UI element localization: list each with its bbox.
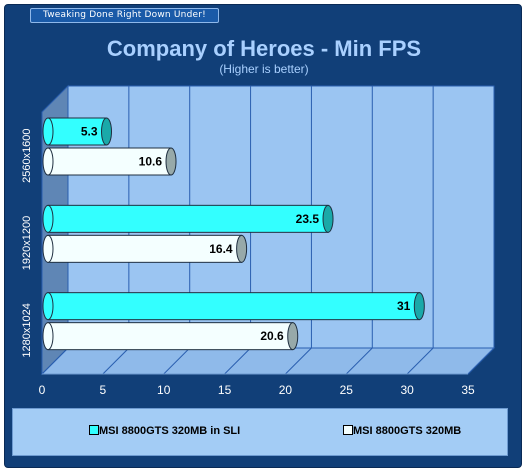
- bar-end-cap: [101, 117, 113, 146]
- y-tick-label: 2560x1600: [21, 128, 33, 182]
- bar-left-cap: [42, 147, 54, 176]
- x-floor-gridline: [41, 347, 69, 375]
- x-tick-label: 5: [100, 383, 107, 397]
- bar-left-cap: [42, 117, 54, 146]
- bar: [47, 322, 294, 351]
- bar-value-label: 16.4: [209, 242, 233, 256]
- chart-subtitle: (Higher is better): [219, 62, 309, 76]
- plot-floor: [40, 347, 496, 375]
- chart-legend: MSI 8800GTS 320MB in SLI MSI 8800GTS 320…: [12, 408, 508, 456]
- x-tick-label: 20: [279, 383, 293, 397]
- bar-end-cap: [165, 147, 177, 176]
- x-floor-gridline: [345, 347, 373, 375]
- bar-end-cap: [413, 292, 425, 321]
- bar-left-cap: [42, 234, 54, 263]
- bar-value-label: 31: [397, 299, 411, 313]
- x-floor-gridline: [406, 347, 434, 375]
- site-tagline: Tweaking Done Right Down Under!: [30, 8, 219, 23]
- x-tick-label: 35: [461, 383, 475, 397]
- bar: [47, 117, 108, 146]
- bar: [47, 292, 420, 321]
- legend-swatch-sli: [89, 425, 99, 435]
- bar: [47, 234, 243, 263]
- bar-value-label: 23.5: [296, 212, 320, 226]
- x-floor-gridline: [163, 347, 191, 375]
- x-floor-gridline: [224, 347, 251, 375]
- bar-value-label: 5.3: [81, 125, 98, 139]
- bar-left-cap: [42, 292, 54, 321]
- x-floor-gridline: [467, 347, 495, 375]
- x-floor-gridline: [285, 347, 312, 375]
- bar-end-cap: [287, 322, 299, 351]
- bar-left-cap: [42, 322, 54, 351]
- legend-item-sli: MSI 8800GTS 320MB in SLI: [89, 425, 240, 437]
- bar-end-cap: [236, 234, 248, 263]
- x-tick-label: 10: [157, 383, 171, 397]
- y-tick-label: 1920x1200: [21, 216, 33, 270]
- x-floor-gridline: [102, 347, 130, 375]
- y-tick-label: 1280x1024: [21, 303, 33, 357]
- x-tick-label: 0: [39, 383, 46, 397]
- x-tick-label: 25: [340, 383, 354, 397]
- legend-swatch-single: [343, 425, 353, 435]
- bar: [47, 204, 329, 233]
- bar-end-cap: [322, 204, 334, 233]
- bar-value-label: 20.6: [260, 329, 284, 343]
- legend-label-sli: MSI 8800GTS 320MB in SLI: [99, 425, 241, 437]
- x-tick-label: 30: [400, 383, 414, 397]
- legend-label-single: MSI 8800GTS 320MB: [353, 425, 462, 437]
- bar-value-label: 10.6: [139, 155, 163, 169]
- chart-title: Company of Heroes - Min FPS: [106, 36, 422, 61]
- bar-left-cap: [42, 204, 54, 233]
- x-tick-label: 15: [218, 383, 232, 397]
- legend-item-single: MSI 8800GTS 320MB: [343, 425, 461, 437]
